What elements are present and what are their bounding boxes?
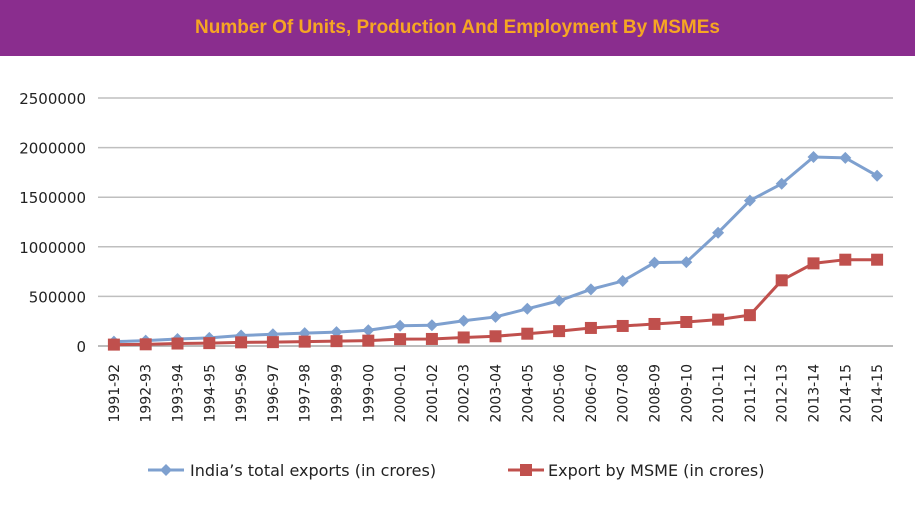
legend-marker: [520, 464, 532, 476]
x-tick-label: 2003-04: [489, 364, 505, 423]
data-point: [807, 151, 820, 164]
data-point: [616, 319, 629, 332]
x-axis-tick-labels: 1991-92 1992-93 1993-94 1994-95 1995-96 1996-…: [107, 364, 886, 423]
legend-label: India’s total exports (in crores): [190, 461, 436, 480]
y-axis-tick-labels: 0 500000 1000000 1500000 2000000 2500000: [19, 90, 86, 356]
gridlines: [98, 97, 893, 347]
data-point: [553, 294, 566, 307]
data-point: [584, 321, 597, 334]
x-tick-label: 2014-15: [838, 364, 854, 423]
x-tick-label: 2008-09: [648, 364, 664, 423]
data-point: [425, 319, 438, 332]
data-point: [394, 333, 407, 346]
data-point: [680, 315, 693, 328]
x-tick-label: 2009-10: [679, 364, 695, 423]
series-1: [107, 151, 884, 348]
data-point: [457, 314, 470, 327]
x-tick-label: 1995-96: [234, 364, 250, 423]
x-tick-label: 1992-93: [139, 364, 155, 423]
data-point: [266, 336, 279, 349]
data-point: [425, 332, 438, 345]
data-point: [775, 274, 788, 287]
data-point: [171, 337, 184, 350]
data-point: [743, 309, 756, 322]
x-tick-label: 1991-92: [107, 364, 123, 423]
x-tick-label: 2014-15: [870, 364, 886, 423]
data-point: [457, 331, 470, 344]
x-tick-label: 2010-11: [711, 364, 727, 423]
y-tick-label: 2500000: [19, 90, 86, 108]
data-point: [871, 169, 884, 182]
x-tick-label: 2001-02: [425, 364, 441, 423]
data-point: [680, 256, 693, 269]
x-tick-label: 1996-97: [266, 364, 282, 423]
data-point: [489, 310, 502, 323]
data-point: [362, 324, 375, 337]
x-tick-label: 1999-00: [361, 364, 377, 423]
y-tick-label: 1000000: [19, 239, 86, 257]
data-point: [298, 335, 311, 348]
data-point: [489, 330, 502, 343]
series-layer: [107, 151, 884, 351]
x-tick-label: 2005-06: [552, 364, 568, 423]
data-point: [521, 327, 534, 340]
data-point: [362, 334, 375, 347]
data-point: [712, 226, 725, 239]
legend-item-1: India’s total exports (in crores): [148, 461, 436, 480]
data-point: [648, 256, 661, 269]
chart-title: Number Of Units, Production And Employme…: [195, 17, 720, 38]
data-point: [235, 336, 248, 349]
x-tick-label: 2000-01: [393, 364, 409, 423]
legend: India’s total exports (in crores) Export …: [148, 461, 765, 480]
data-point: [107, 338, 120, 351]
data-point: [871, 253, 884, 266]
legend-label: Export by MSME (in crores): [548, 461, 765, 480]
data-point: [330, 326, 343, 339]
x-tick-label: 1998-99: [330, 364, 346, 423]
x-tick-label: 2002-03: [457, 364, 473, 423]
data-point: [616, 275, 629, 288]
data-point: [648, 317, 661, 330]
series-2: [107, 253, 884, 351]
data-point: [584, 283, 597, 296]
x-tick-label: 2004-05: [520, 364, 536, 423]
data-point: [139, 338, 152, 351]
x-tick-label: 1993-94: [171, 364, 187, 423]
x-tick-label: 2011-12: [743, 364, 759, 423]
y-tick-label: 2000000: [19, 140, 86, 158]
data-point: [394, 319, 407, 332]
data-point: [775, 177, 788, 190]
data-point: [839, 253, 852, 266]
y-tick-label: 0: [76, 338, 86, 356]
data-point: [839, 151, 852, 164]
data-point: [807, 257, 820, 270]
data-point: [743, 194, 756, 207]
x-tick-label: 1994-95: [202, 364, 218, 423]
data-point: [330, 335, 343, 348]
data-point: [203, 337, 216, 350]
x-tick-label: 2007-08: [616, 364, 632, 423]
x-tick-label: 2013-14: [807, 364, 823, 423]
x-tick-label: 1997-98: [298, 364, 314, 423]
y-tick-label: 500000: [29, 288, 86, 306]
x-tick-label: 2006-07: [584, 364, 600, 423]
y-tick-label: 1500000: [19, 189, 86, 207]
chart-header-banner: Number Of Units, Production And Employme…: [0, 0, 915, 56]
data-point: [521, 302, 534, 315]
data-point: [553, 325, 566, 338]
legend-item-2: Export by MSME (in crores): [508, 461, 765, 480]
legend-marker: [160, 464, 172, 476]
data-point: [712, 313, 725, 326]
x-tick-label: 2012-13: [775, 364, 791, 423]
